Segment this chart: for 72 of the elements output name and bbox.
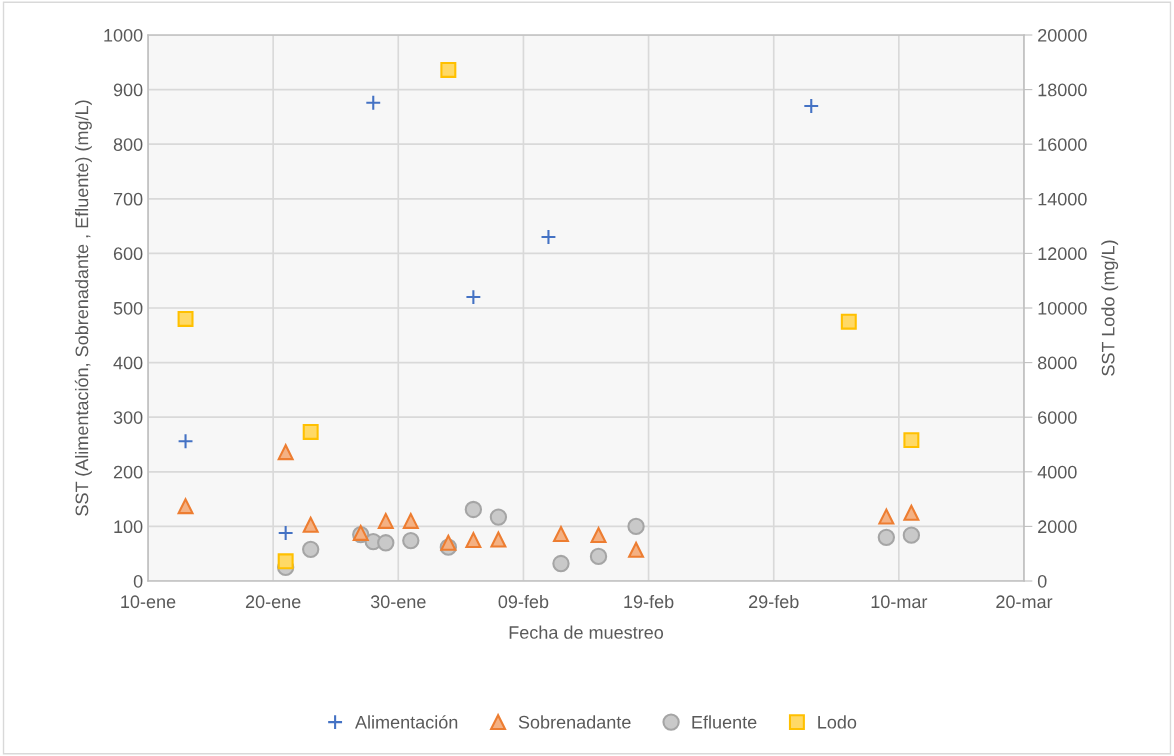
y2-tick-label: 8000 xyxy=(1037,356,1077,370)
x-tick-label: 19-feb xyxy=(624,594,674,609)
point xyxy=(840,313,857,330)
y-tick-label: 600 xyxy=(113,247,143,261)
point xyxy=(440,534,457,551)
y-axis-title: SST (Alimentación, Sobrenadante , Efluente) (mg/L) xyxy=(74,100,92,516)
y2-tick-label: 4000 xyxy=(1037,465,1077,479)
point xyxy=(903,432,920,449)
y2-tick-label: 16000 xyxy=(1038,138,1087,151)
point xyxy=(878,508,895,525)
y-tick-label: 300 xyxy=(113,411,143,424)
y2-tick-label: 2000 xyxy=(1038,520,1077,534)
point xyxy=(177,310,194,327)
point xyxy=(902,526,921,544)
y-tick-label: 1000 xyxy=(104,28,143,42)
y2-tick-label: 10000 xyxy=(1038,301,1087,315)
point xyxy=(465,532,482,549)
point xyxy=(490,531,507,548)
y-tick-label: 900 xyxy=(113,83,143,97)
x-tick-label: 10-ene xyxy=(121,595,176,609)
point xyxy=(302,516,319,533)
point xyxy=(302,423,319,440)
point xyxy=(552,526,569,543)
x-tick-label: 09-feb xyxy=(498,594,549,609)
y-tick-label: 800 xyxy=(113,138,143,151)
y-tick-label: 100 xyxy=(114,520,143,534)
point xyxy=(540,229,557,245)
x-tick-label: 30-ene xyxy=(370,595,426,609)
y-tick-label: 400 xyxy=(113,356,143,370)
x-tick-label: 29-feb xyxy=(749,594,799,609)
point xyxy=(803,98,820,114)
point xyxy=(590,527,607,544)
x-tick-label: 20-ene xyxy=(245,595,301,609)
point xyxy=(277,444,294,461)
y-tick-label: 700 xyxy=(113,192,143,206)
point xyxy=(302,540,320,559)
y2-axis-title: SST Lodo (mg/L) xyxy=(1101,240,1119,376)
x-tick-label: 10-mar xyxy=(871,595,928,609)
point xyxy=(177,498,194,515)
point xyxy=(877,528,896,546)
y-tick-label: 0 xyxy=(133,574,143,588)
y2-tick-label: 18000 xyxy=(1038,83,1087,97)
point xyxy=(402,531,420,550)
y-tick-label: 500 xyxy=(113,301,143,315)
point xyxy=(903,504,920,521)
legend-label: Lodo xyxy=(818,715,857,729)
y-tick-label: 200 xyxy=(113,465,143,479)
point xyxy=(628,541,645,558)
legend-label: Efluente xyxy=(692,715,757,729)
legend-label: Sobrenadante xyxy=(518,715,631,729)
y2-tick-label: 0 xyxy=(1037,574,1047,588)
point xyxy=(377,534,395,552)
point xyxy=(377,512,394,529)
point xyxy=(489,508,508,526)
point xyxy=(552,554,570,573)
legend-label: Alimentación xyxy=(355,715,458,729)
x-tick-label: 20-mar xyxy=(996,595,1053,609)
point xyxy=(277,553,294,570)
point xyxy=(365,94,382,111)
y2-tick-label: 20000 xyxy=(1038,28,1087,42)
point xyxy=(627,517,645,536)
point xyxy=(465,289,482,306)
y2-tick-label: 12000 xyxy=(1038,247,1087,261)
point xyxy=(277,524,294,541)
x-axis-title: Fecha de muestreo xyxy=(509,625,664,639)
y2-tick-label: 14000 xyxy=(1038,192,1087,206)
point xyxy=(464,500,483,519)
point xyxy=(402,512,419,529)
point xyxy=(177,433,194,450)
y2-tick-label: 6000 xyxy=(1038,411,1077,424)
point xyxy=(440,61,457,78)
point xyxy=(589,547,608,566)
